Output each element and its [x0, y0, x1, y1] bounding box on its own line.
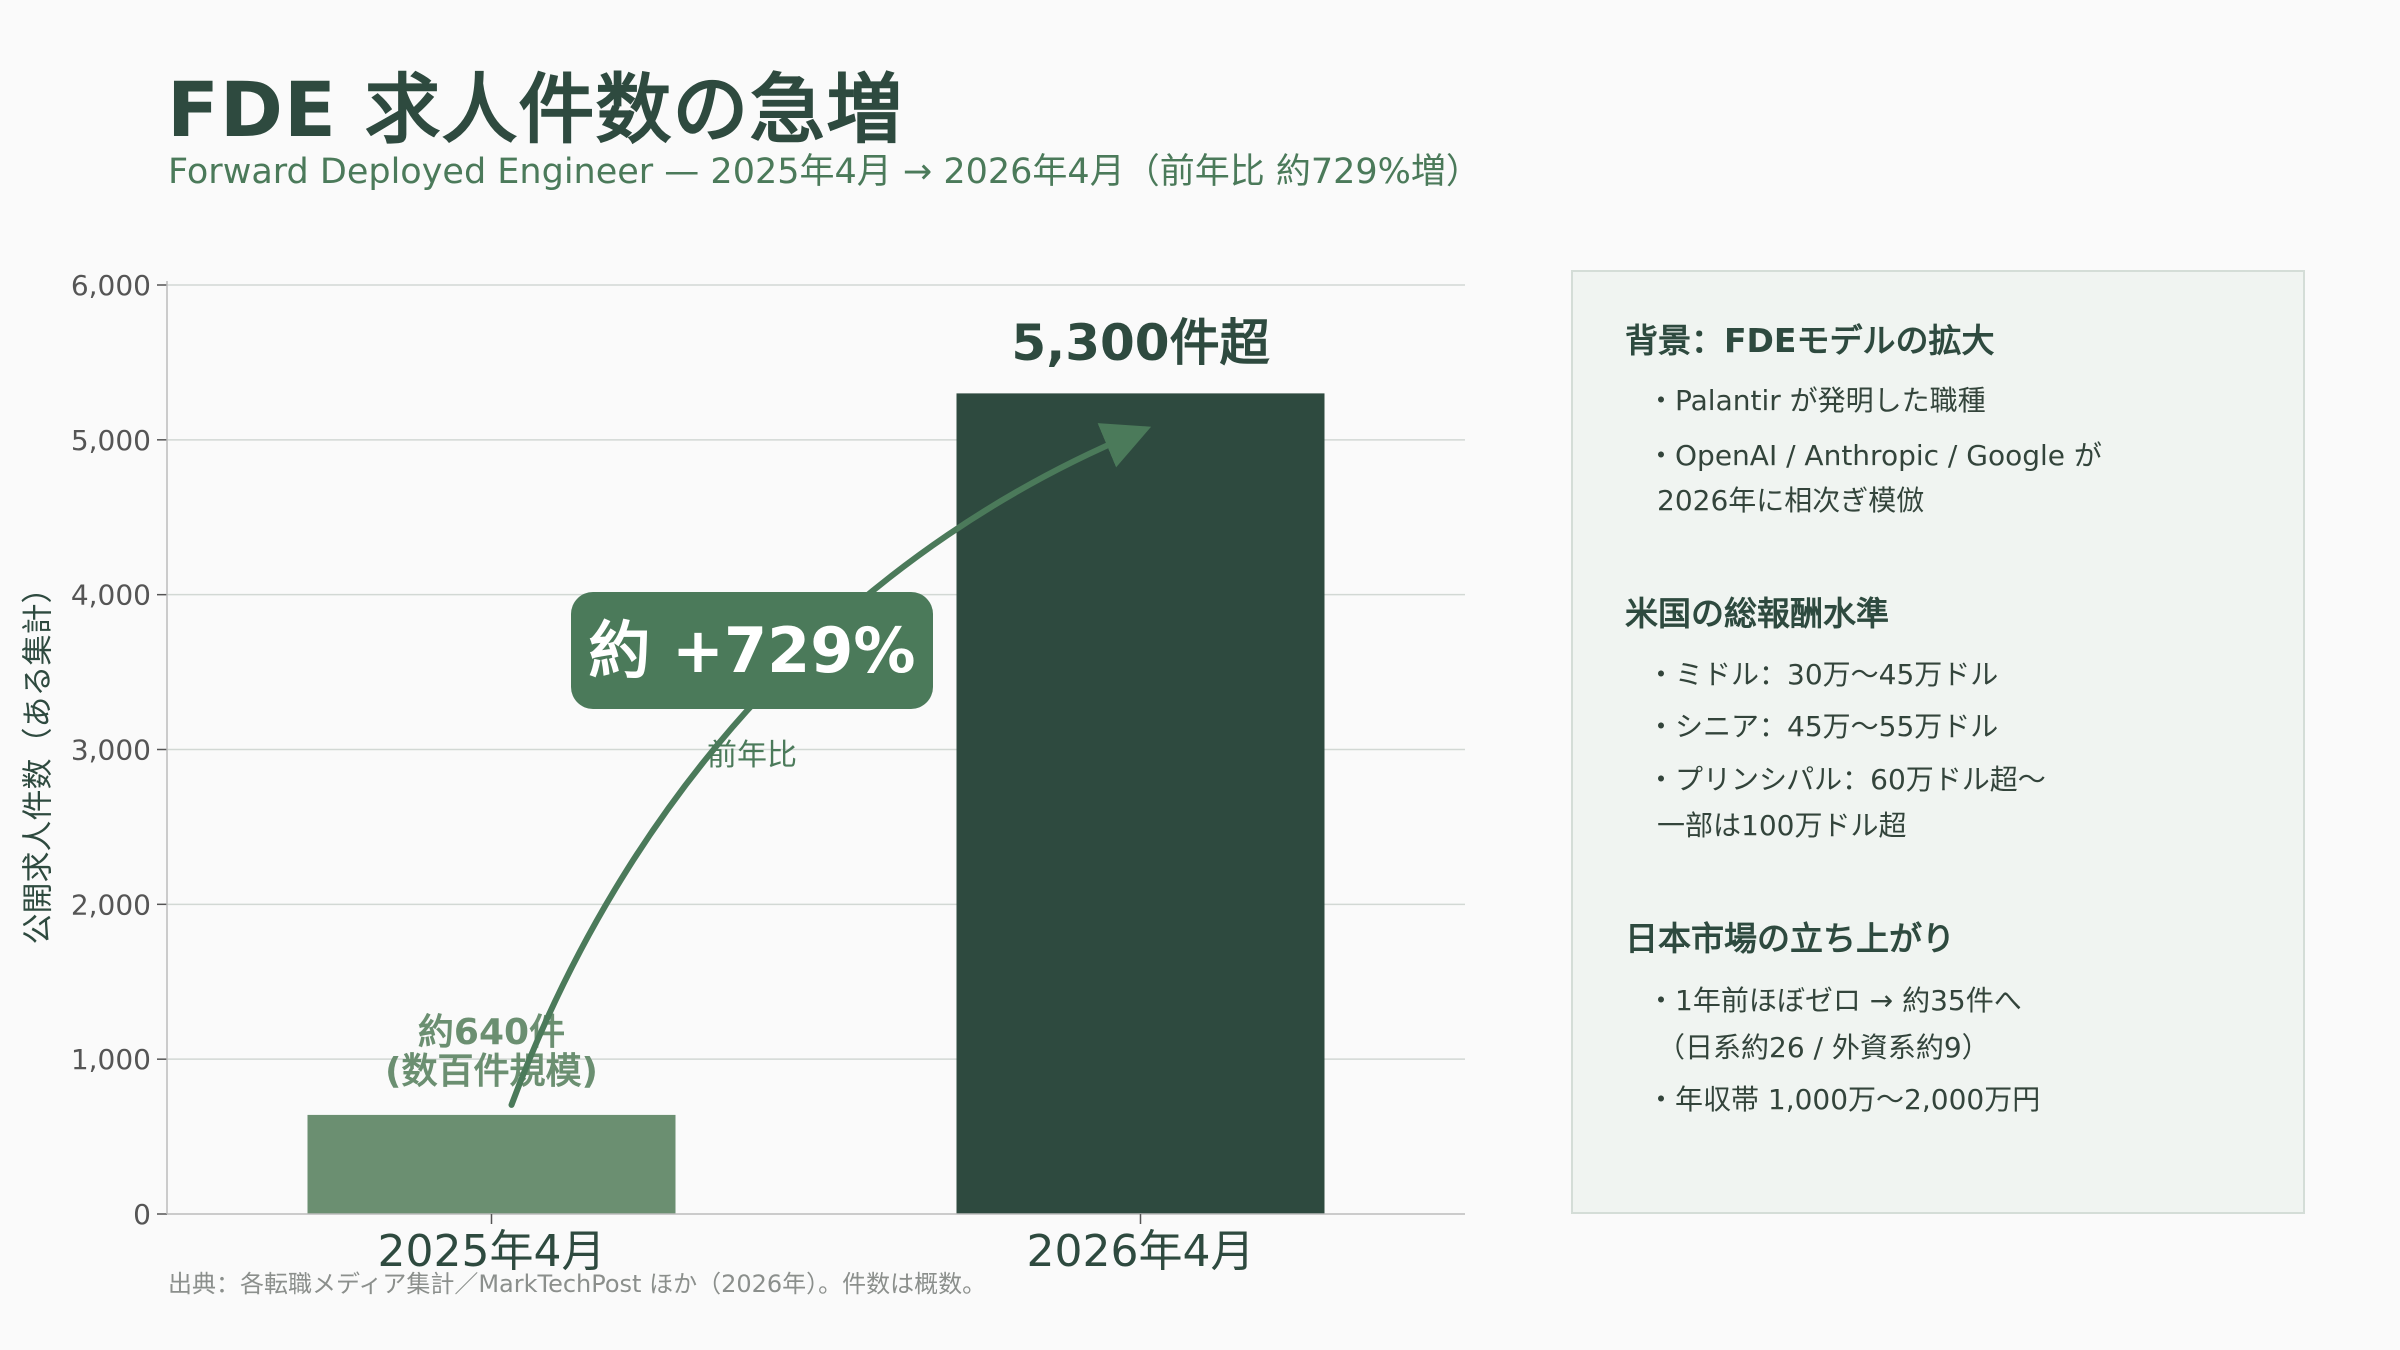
bullet-principal-cont: 一部は100万ドル超 [1657, 809, 1907, 842]
y-tick-label: 5,000 [71, 424, 151, 457]
bullet-imitators-cont: 2026年に相次ぎ模倣 [1657, 484, 1925, 517]
y-tick-label: 6,000 [71, 269, 151, 302]
bullet-palantir: ・Palantir が発明した職種 [1647, 384, 1986, 417]
bar-1 [956, 393, 1325, 1215]
y-axis-title: 公開求人件数（ある集計） [20, 572, 57, 945]
y-tick-label: 2,000 [71, 888, 151, 921]
source-note: 出典：各転職メディア集計／MarkTechPost ほか（2026年）。件数は概… [168, 1270, 987, 1298]
bullet-japan-salary: ・年収帯 1,000万〜2,000万円 [1647, 1083, 2041, 1116]
bar-0 [307, 1114, 676, 1214]
bullet-japan-count: ・1年前ほぼゼロ → 約35件へ [1647, 984, 2022, 1017]
bullet-imitators: ・OpenAI / Anthropic / Google が [1647, 439, 2102, 472]
info-panel: 背景：FDEモデルの拡大 ・Palantir が発明した職種 ・OpenAI /… [1571, 270, 2305, 1214]
bullet-principal: ・プリンシパル：60万ドル超〜 [1647, 763, 2046, 796]
section-title-us-comp: 米国の総報酬水準 [1625, 594, 1889, 633]
page-title: FDE 求人件数の急増 [167, 65, 904, 154]
y-tick-label: 3,000 [71, 734, 151, 767]
y-tick-label: 1,000 [71, 1043, 151, 1076]
growth-badge [571, 592, 933, 709]
growth-badge-text: 約 +729% [588, 614, 915, 687]
bullet-senior: ・シニア：45万〜55万ドル [1647, 710, 1999, 743]
bar-chart: 0 1,000 2,000 3,000 4,000 5,000 6,000 2025年4月 20… [71, 269, 1465, 1277]
x-tick-label: 2026年4月 [1027, 1226, 1255, 1277]
bullet-mid: ・ミドル：30万〜45万ドル [1647, 658, 1999, 691]
x-tick-label: 2025年4月 [378, 1226, 606, 1277]
y-tick-label: 0 [133, 1198, 151, 1231]
bullet-japan-count-cont: （日系約26 / 外資系約9） [1657, 1031, 1990, 1064]
y-tick-label: 4,000 [71, 579, 151, 612]
data-label-2025-note: (数百件規模) [385, 1051, 598, 1092]
section-title-background: 背景：FDEモデルの拡大 [1625, 321, 1995, 360]
growth-caption: 前年比 [707, 738, 797, 773]
page-subtitle: Forward Deployed Engineer — 2025年4月 → 20… [168, 152, 1481, 192]
data-label-2026-count: 5,300件超 [1011, 314, 1270, 372]
section-title-japan: 日本市場の立ち上がり [1625, 919, 1955, 958]
